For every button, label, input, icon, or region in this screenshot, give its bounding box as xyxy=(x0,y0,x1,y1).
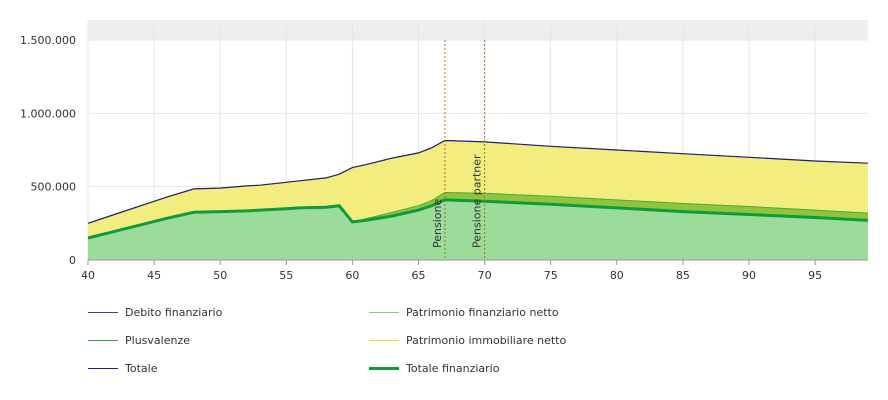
totale-finanziario-line xyxy=(87,198,869,240)
x-tick-label: 45 xyxy=(147,269,161,282)
legend-item[interactable]: Debito finanziario xyxy=(88,302,222,322)
y-tick-label: 1.500.000 xyxy=(20,34,76,47)
x-tick-label: 55 xyxy=(279,269,293,282)
x-tick-label: 70 xyxy=(478,269,492,282)
axis-layer: 0 500.000 1.000.000 1.500.000 40 45 50 55 60 65 70… xyxy=(20,34,868,282)
legend-swatch xyxy=(88,339,118,341)
x-tick-label: 80 xyxy=(610,269,624,282)
legend-swatch xyxy=(369,311,399,313)
plusvalenze-area xyxy=(88,192,868,238)
marker-label: Pensione partner xyxy=(471,154,484,248)
marker-layer: Pensione Pensione partner xyxy=(431,40,486,260)
legend-label: Totale finanziario xyxy=(406,361,500,375)
legend-swatch xyxy=(88,311,118,313)
legend-item[interactable]: Patrimonio finanziario netto xyxy=(369,302,559,322)
y-tick-label: 500.000 xyxy=(31,181,77,194)
y-tick-label: 1.000.000 xyxy=(20,107,76,120)
x-tick-label: 40 xyxy=(81,269,95,282)
x-tick-label: 90 xyxy=(742,269,756,282)
legend-item[interactable]: Totale xyxy=(88,358,157,378)
x-tick-label: 85 xyxy=(676,269,690,282)
x-tick-label: 60 xyxy=(345,269,359,282)
x-tick-label: 75 xyxy=(544,269,558,282)
legend-item[interactable]: Patrimonio immobiliare netto xyxy=(369,330,566,350)
legend-swatch xyxy=(369,366,399,370)
x-tick-label: 95 xyxy=(808,269,822,282)
legend-swatch xyxy=(369,339,399,341)
legend-label: Plusvalenze xyxy=(125,333,190,347)
legend-item[interactable]: Totale finanziario xyxy=(369,358,499,378)
y-tick-label: 0 xyxy=(69,254,76,267)
legend-label: Totale xyxy=(125,361,158,375)
legend-label: Patrimonio finanziario netto xyxy=(406,305,559,319)
legend-swatch xyxy=(88,367,118,369)
legend-label: Debito finanziario xyxy=(125,305,223,319)
patrimonio-finanziario-netto-area xyxy=(88,199,868,260)
legend-item[interactable]: Plusvalenze xyxy=(88,330,190,350)
x-tick-label: 65 xyxy=(412,269,426,282)
wealth-area-chart: Pensione Pensione partner 0 500.000 1.000.0… xyxy=(20,20,869,282)
plot-header-band xyxy=(88,20,868,40)
legend: Debito finanziario Patrimonio finanziario… xyxy=(88,302,868,392)
marker-label: Pensione xyxy=(431,199,444,248)
area-layer xyxy=(88,140,868,260)
x-tick-label: 50 xyxy=(213,269,227,282)
totale-line xyxy=(87,139,869,224)
legend-label: Patrimonio immobiliare netto xyxy=(406,333,567,347)
patrimonio-immobiliare-netto-area xyxy=(88,140,868,238)
